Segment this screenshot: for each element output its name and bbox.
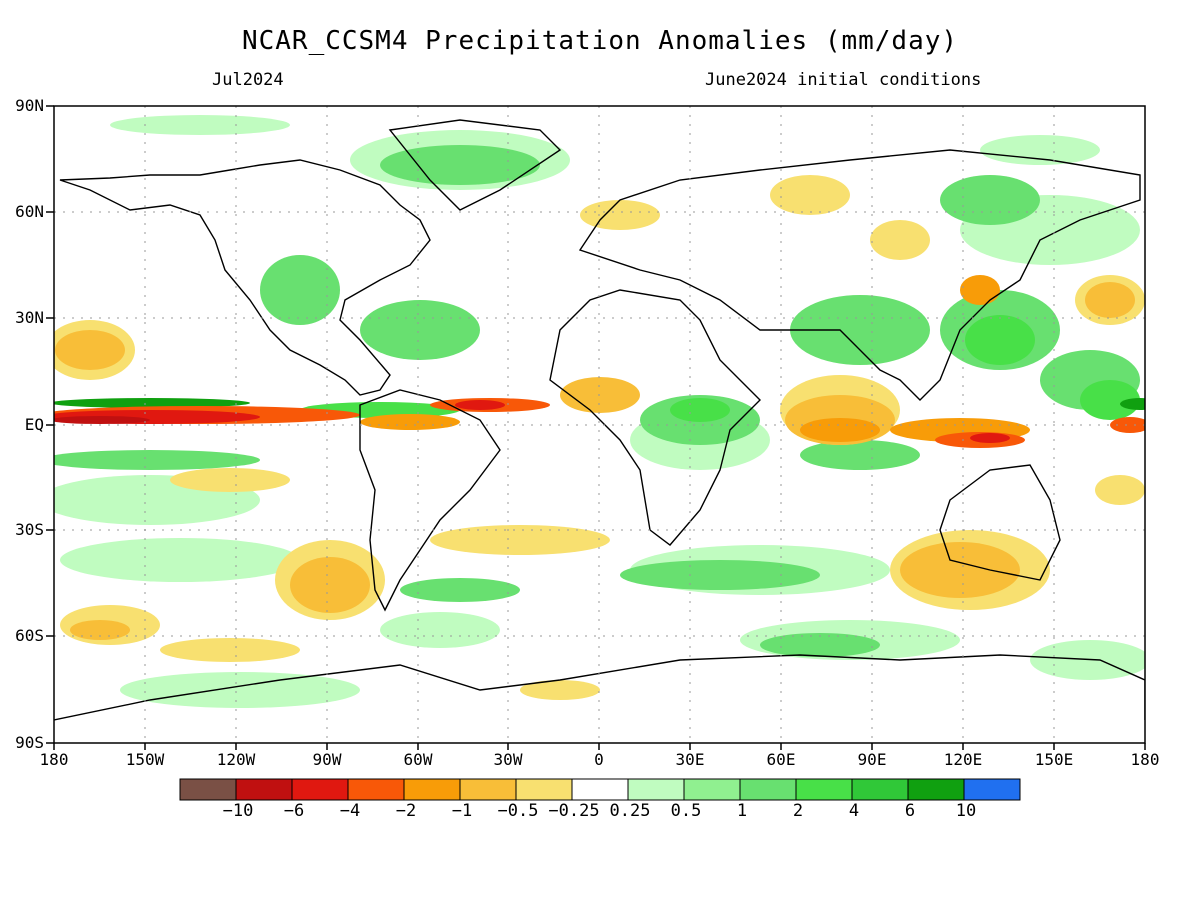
lon-label-120w: 120W [216,750,256,769]
colorbar-swatch [459,778,517,801]
south-america-coast [359,389,501,612]
lon-label-120e: 120E [943,750,983,769]
colorbar-swatch [235,778,293,801]
colorbar-label: −0.5 [497,801,539,821]
colorbar-swatch [683,778,741,801]
valid-month-label: Jul2024 [212,70,284,90]
australia-coast [939,464,1061,581]
colorbar-swatch [179,778,237,801]
lon-label-150w: 150W [125,750,165,769]
colorbar-swatch [907,778,965,801]
lat-label-90s: 90S [15,733,44,752]
colorbar-label: −4 [339,801,361,821]
lon-label-60e: 60E [766,750,796,769]
colorbar-label: 6 [904,801,916,821]
colorbar-swatch [739,778,797,801]
lon-label-90e: 90E [857,750,887,769]
lon-label-0: 0 [594,750,604,769]
greenland-coast [388,119,562,211]
colorbar-label: −2 [395,801,417,821]
colorbar-swatch [627,778,685,801]
anomaly-field [54,115,1145,708]
lat-label-60s: 60S [15,626,44,645]
colorbar-label: 2 [792,801,804,821]
colorbar-label: 0.5 [670,801,702,821]
colorbar-label: 1 [736,801,748,821]
colorbar-swatch [963,778,1021,801]
colorbar-swatch [515,778,573,801]
lon-label-180e: 180 [1130,750,1160,769]
colorbar-swatch [795,778,853,801]
lon-label-90w: 90W [312,750,342,769]
colorbar-label: −6 [283,801,305,821]
antarctica-coast [54,654,1145,721]
colorbar-label: 10 [955,801,977,821]
colorbar-label: −10 [222,801,254,821]
colorbar-swatch [571,778,629,801]
lon-label-30w: 30W [493,750,523,769]
coastlines [54,119,1145,721]
eurasia-coast [578,149,1141,401]
gridlines [54,106,1145,743]
lat-label-eq: EQ [24,415,44,434]
lon-label-180w: 180 [39,750,69,769]
colorbar-label: −0.25 [548,801,600,821]
axis-ticks [46,105,1146,750]
europe-africa-coast [549,289,761,546]
lat-label-90n: 90N [15,96,44,115]
colorbar-label: −1 [451,801,473,821]
colorbar-swatch [291,778,349,801]
colorbar-swatch [403,778,461,801]
lat-label-30s: 30S [15,520,44,539]
colorbar-label: 0.25 [609,801,651,821]
lat-label-60n: 60N [15,202,44,221]
colorbar-swatch [347,778,405,801]
lat-label-30n: 30N [15,308,44,327]
colorbar-label: 4 [848,801,860,821]
lon-label-60w: 60W [403,750,433,769]
map-title: NCAR_CCSM4 Precipitation Anomalies (mm/d… [241,26,959,56]
north-america-coast [59,159,431,396]
lon-label-150e: 150E [1034,750,1074,769]
colorbar-swatch [851,778,909,801]
lon-label-30e: 30E [675,750,705,769]
initial-conditions-label: June2024 initial conditions [705,70,982,90]
colorbar [179,778,1021,801]
